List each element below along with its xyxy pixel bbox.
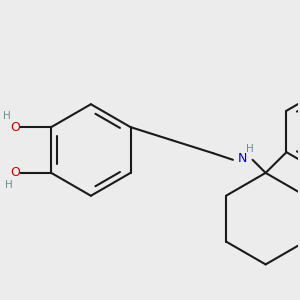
Text: O: O <box>10 121 20 134</box>
Text: H: H <box>3 111 10 121</box>
Text: H: H <box>246 145 254 154</box>
Text: H: H <box>5 180 13 190</box>
Text: N: N <box>237 152 247 165</box>
Text: O: O <box>10 167 20 179</box>
